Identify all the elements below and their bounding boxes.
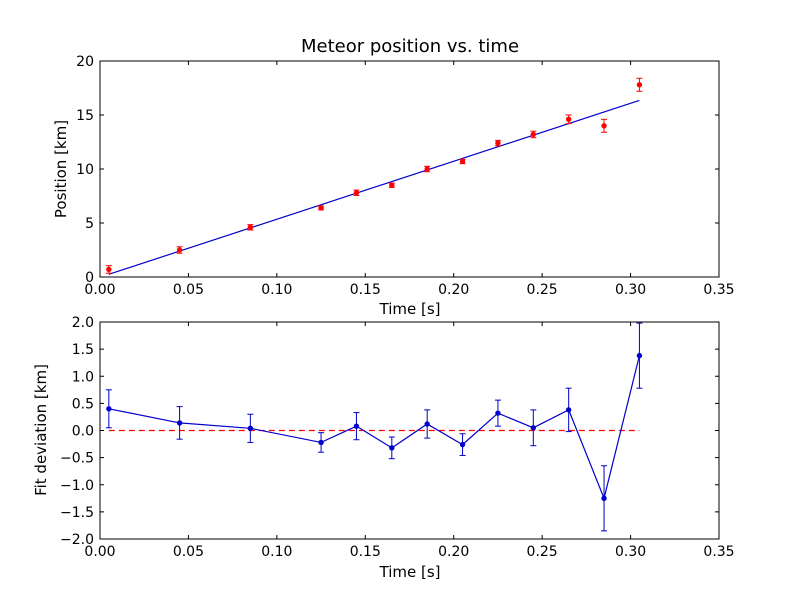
- deviation-x-tick-label: 0.30: [615, 544, 646, 560]
- deviation-panel: Time [s] Fit deviation [km] 0.00 0.05 0.10…: [32, 315, 735, 581]
- position-y-tick-label: 0: [85, 270, 94, 286]
- position-x-tick-label: 0.10: [261, 282, 292, 298]
- position-panel: Meteor position vs. time Time [s] Positi…: [52, 36, 735, 318]
- data-point: [424, 166, 430, 172]
- position-data-marks: [105, 77, 643, 275]
- data-point: [389, 445, 395, 451]
- deviation-x-tick-label: 0.00: [84, 544, 115, 560]
- position-axis-ticks: 0.00 0.05 0.10 0.15 0.20 0.25 0.30 0.35 0 5 10 15 20: [76, 54, 734, 298]
- deviation-x-tick-label: 0.15: [350, 544, 381, 560]
- position-x-axis-label: Time [s]: [379, 300, 441, 318]
- data-point: [106, 266, 112, 273]
- data-point: [176, 247, 183, 253]
- data-point: [247, 224, 254, 231]
- data-point: [353, 190, 360, 196]
- deviation-y-tick-label: −2.0: [60, 532, 94, 548]
- position-y-tick-label: 5: [85, 216, 94, 232]
- fit-line: [108, 99, 640, 275]
- deviation-y-tick-label: −1.5: [60, 505, 94, 521]
- data-point: [318, 439, 324, 446]
- data-point: [565, 407, 572, 413]
- position-x-tick-label: 0.25: [527, 282, 558, 298]
- data-point: [601, 123, 607, 129]
- deviation-x-tick-label: 0.35: [703, 544, 734, 560]
- position-y-axis-label: Position [km]: [52, 120, 70, 218]
- position-x-tick-label: 0.05: [173, 282, 204, 298]
- position-y-tick-label: 10: [76, 162, 94, 178]
- deviation-x-tick-label: 0.20: [438, 544, 469, 560]
- data-point: [636, 82, 643, 88]
- deviation-y-axis-label: Fit deviation [km]: [32, 364, 50, 496]
- data-point: [459, 441, 466, 448]
- data-point: [318, 205, 324, 211]
- deviation-x-tick-label: 0.05: [173, 544, 204, 560]
- data-point: [459, 158, 466, 165]
- position-x-tick-label: 0.30: [615, 282, 646, 298]
- deviation-x-tick-label: 0.10: [261, 544, 292, 560]
- data-point: [495, 410, 501, 416]
- deviation-data-marks: [105, 322, 643, 532]
- position-plot-frame: [99, 60, 720, 278]
- position-x-tick-label: 0.15: [350, 282, 381, 298]
- position-x-tick-label: 0.35: [703, 282, 734, 298]
- deviation-y-tick-label: −0.5: [60, 451, 94, 467]
- data-point: [424, 421, 430, 427]
- data-point: [106, 406, 112, 412]
- deviation-y-tick-label: 1.5: [72, 342, 94, 358]
- data-point: [565, 116, 572, 123]
- deviation-x-axis-label: Time [s]: [379, 563, 441, 581]
- position-y-tick-label: 15: [76, 108, 94, 124]
- data-point: [247, 425, 254, 432]
- deviation-axis-ticks: 0.00 0.05 0.10 0.15 0.20 0.25 0.30 0.35 −2.0 −1.5…: [60, 315, 735, 560]
- deviation-y-tick-label: 0.0: [72, 424, 94, 440]
- deviation-y-tick-label: 2.0: [72, 315, 94, 331]
- chart-title: Meteor position vs. time: [301, 36, 519, 57]
- data-point: [530, 425, 536, 431]
- data-point: [530, 131, 536, 138]
- data-point: [176, 420, 183, 426]
- data-point: [495, 140, 501, 146]
- deviation-x-tick-label: 0.25: [527, 544, 558, 560]
- deviation-y-tick-label: −1.0: [60, 478, 94, 494]
- data-point: [353, 423, 360, 429]
- data-point: [636, 352, 643, 359]
- deviation-y-tick-label: 1.0: [72, 369, 94, 385]
- deviation-y-tick-label: 0.5: [72, 396, 94, 412]
- position-y-tick-label: 20: [76, 54, 94, 70]
- position-x-tick-label: 0.20: [438, 282, 469, 298]
- data-point: [389, 182, 395, 188]
- position-x-tick-label: 0.00: [84, 282, 115, 298]
- data-point: [601, 495, 607, 502]
